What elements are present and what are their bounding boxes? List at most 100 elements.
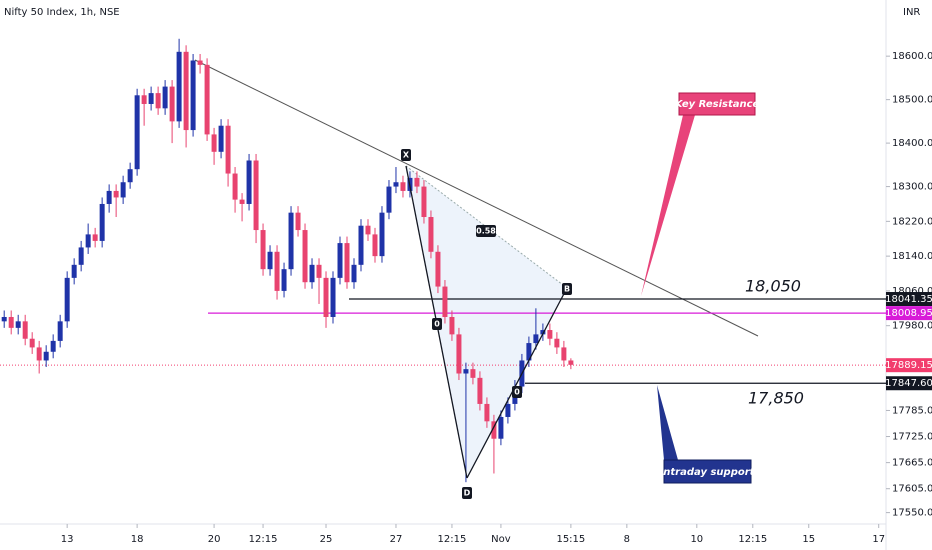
y-tick-label: 18220.00 — [892, 216, 932, 227]
candle-body — [148, 93, 154, 104]
candle-body — [526, 343, 532, 361]
candle-body — [540, 330, 546, 335]
candle-body — [414, 177, 420, 187]
support-box — [663, 459, 752, 484]
resistance-level: 18,050 — [745, 277, 801, 296]
candle — [526, 336, 532, 367]
candle — [400, 175, 406, 198]
candle-body — [8, 316, 14, 328]
x-tick-label: 8 — [624, 534, 630, 545]
candle — [295, 206, 301, 237]
price-label-box — [886, 292, 932, 307]
candle-body — [358, 225, 364, 265]
candle — [463, 362, 469, 483]
candle — [274, 245, 280, 300]
y-tick-label: 17980.00 — [892, 321, 932, 332]
candle — [540, 323, 546, 341]
candle — [183, 45, 189, 148]
candle — [78, 240, 84, 272]
candle — [71, 258, 77, 285]
trendline — [194, 59, 759, 337]
price-label: 17889.15 — [885, 360, 932, 371]
candle-body — [57, 321, 63, 341]
point-tag-box — [512, 386, 522, 398]
support-level: 17,850 — [748, 389, 804, 408]
candle-body — [295, 212, 301, 231]
price-label-box — [886, 358, 932, 373]
pattern-db — [466, 287, 568, 479]
price-label: 18008.95 — [885, 308, 932, 319]
candle — [29, 332, 35, 354]
candle-body — [260, 230, 266, 270]
point-tag: D — [464, 489, 471, 498]
candle — [8, 310, 14, 335]
resistance-callout — [641, 115, 695, 296]
candle-body — [547, 330, 553, 339]
x-tick-label: 13 — [61, 534, 74, 545]
candle-body — [246, 160, 252, 204]
candle-body — [456, 334, 462, 374]
candle — [239, 193, 245, 222]
candle — [386, 180, 392, 220]
candle-body — [239, 199, 245, 204]
candle-body — [435, 251, 441, 287]
x-tick-label: 27 — [390, 534, 403, 545]
candle-body — [211, 134, 217, 152]
candle — [435, 245, 441, 294]
candle — [484, 397, 490, 428]
candle-body — [302, 230, 308, 283]
candle-body — [316, 264, 322, 278]
point-tag: 0 — [434, 320, 440, 329]
candle-body — [309, 264, 315, 283]
candle — [351, 258, 357, 289]
candle-body — [106, 190, 112, 204]
candle — [204, 58, 210, 141]
candle — [36, 340, 42, 374]
candle-body — [274, 251, 280, 291]
support-callout — [657, 385, 678, 460]
x-tick-label: 20 — [208, 534, 221, 545]
point-tag: 0.58 — [476, 227, 496, 236]
candle-body — [505, 403, 511, 417]
candle — [162, 80, 168, 115]
resistance-box — [678, 92, 756, 116]
candle — [337, 236, 343, 285]
candle-body — [323, 277, 329, 317]
y-tick-label: 18060.00 — [892, 286, 932, 297]
pattern-fill — [406, 166, 567, 478]
candle-body — [533, 334, 539, 344]
y-tick-label: 18600.00 — [892, 51, 932, 62]
point-tag-box — [401, 149, 411, 161]
candle — [99, 197, 105, 248]
candle — [393, 167, 399, 194]
point-tag-box — [476, 225, 496, 237]
candle-body — [99, 203, 105, 241]
candle-body — [351, 264, 357, 283]
candle — [330, 271, 336, 324]
candle-body — [568, 360, 574, 365]
candle-body — [120, 182, 126, 198]
candle-body — [400, 182, 406, 191]
candle-body — [330, 277, 336, 317]
candle — [106, 184, 112, 213]
x-tick-label: 12:15 — [438, 534, 467, 545]
candle — [253, 153, 259, 244]
candle-body — [85, 234, 91, 248]
candle-body — [449, 316, 455, 335]
candle — [302, 223, 308, 289]
candle — [372, 227, 378, 263]
candle-body — [386, 186, 392, 213]
candle — [414, 171, 420, 194]
candle-body — [78, 247, 84, 265]
candle-body — [267, 251, 273, 270]
candle — [15, 314, 21, 335]
candle-body — [15, 321, 21, 328]
candle-body — [477, 377, 483, 404]
candle — [281, 262, 287, 298]
candle — [43, 345, 49, 367]
candle — [547, 323, 553, 346]
y-tick-label: 18400.00 — [892, 138, 932, 149]
candle — [491, 414, 497, 474]
price-label-box — [886, 376, 932, 391]
candle-body — [225, 125, 231, 174]
